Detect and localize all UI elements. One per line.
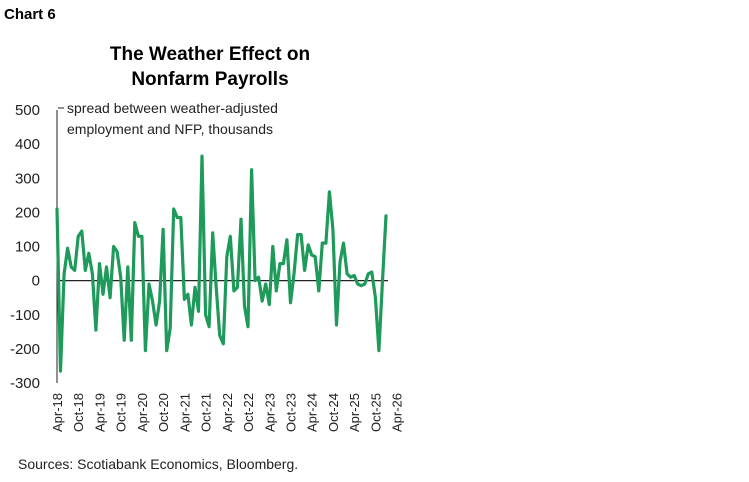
chart-title-line-2: Nonfarm Payrolls (131, 69, 289, 90)
y-tick-label: 200 (15, 204, 40, 221)
series-line-weather-spread (55, 154, 388, 373)
x-tick-label: Apr-23 (262, 393, 277, 432)
x-tick-label: Apr-25 (347, 393, 362, 432)
x-tick-label: Oct-21 (199, 393, 214, 432)
y-tick-label: 0 (32, 273, 40, 290)
chart-number-label: Chart 6 (4, 6, 56, 23)
y-axis-tick-labels: -300 -200 -100 0 100 200 300 400 500 (10, 102, 40, 392)
x-tick-label: Oct-18 (71, 393, 86, 432)
source-note: Sources: Scotiabank Economics, Bloomberg… (18, 456, 299, 472)
x-axis-tick-labels: Apr-18 Oct-18 Apr-19 Oct-19 Apr-20 Oct-20 Apr-… (50, 393, 405, 432)
y-tick-label: -300 (10, 375, 40, 392)
annotation-line-2: employment and NFP, thousands (67, 121, 273, 137)
annotation-line-1: spread between weather-adjusted (67, 100, 278, 116)
x-tick-label: Oct-19 (114, 393, 129, 432)
y-tick-label: 400 (15, 136, 40, 153)
x-tick-label: Apr-21 (177, 393, 192, 432)
x-tick-label: Oct-20 (156, 393, 171, 432)
x-tick-label: Apr-18 (50, 393, 65, 432)
chart-title-line-1: The Weather Effect on (109, 44, 311, 65)
x-tick-label: Oct-25 (368, 393, 383, 432)
annotation-background (60, 99, 315, 141)
x-tick-label: Apr-24 (305, 393, 320, 432)
x-tick-label: Apr-22 (220, 393, 235, 432)
x-tick-label: Apr-26 (390, 393, 405, 432)
y-tick-label: -100 (10, 307, 40, 324)
y-tick-label: 100 (15, 239, 40, 256)
x-tick-label: Oct-22 (241, 393, 256, 432)
y-tick-label: 500 (15, 102, 40, 119)
y-tick-label: 300 (15, 170, 40, 187)
y-tick-label: -200 (10, 341, 40, 358)
x-tick-label: Apr-20 (135, 393, 150, 432)
x-tick-label: Oct-23 (283, 393, 298, 432)
x-tick-label: Apr-19 (92, 393, 107, 432)
chart-title: The Weather Effect on Nonfarm Payrolls (60, 42, 360, 92)
x-tick-label: Oct-24 (326, 393, 341, 432)
